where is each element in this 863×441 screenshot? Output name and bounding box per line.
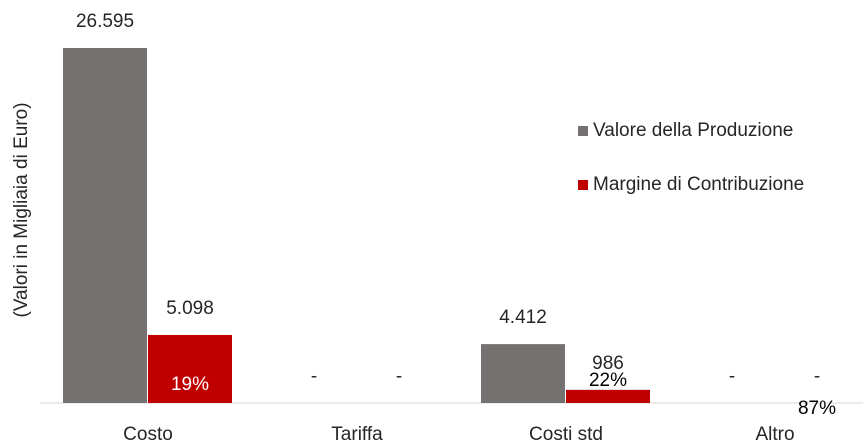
- percent-label: 19%: [171, 374, 209, 395]
- legend-label: Valore della Produzione: [593, 120, 793, 141]
- legend-label: Margine di Contribuzione: [593, 174, 804, 195]
- percent-label: 22%: [589, 370, 627, 391]
- y-axis-label: (Valori in Migliaia di Euro): [11, 102, 32, 317]
- data-label: 26.595: [76, 11, 134, 32]
- x-tick-label: Altro: [755, 424, 794, 441]
- bar: [481, 344, 565, 403]
- data-label: 4.412: [499, 307, 547, 328]
- percent-label: 87%: [798, 398, 836, 419]
- data-label: 5.098: [166, 298, 214, 319]
- bar: [566, 389, 650, 403]
- data-label: 986: [592, 353, 624, 374]
- data-label: -: [396, 366, 402, 387]
- x-tick-label: Costi std: [529, 424, 603, 441]
- x-tick-label: Tariffa: [331, 424, 383, 441]
- legend-marker: [578, 126, 588, 136]
- legend-marker: [578, 180, 588, 190]
- data-label: -: [729, 366, 735, 387]
- x-tick-label: Costo: [123, 424, 173, 441]
- data-label: -: [814, 366, 820, 387]
- bar: [148, 334, 232, 403]
- data-label: -: [311, 366, 317, 387]
- bar: [63, 48, 147, 403]
